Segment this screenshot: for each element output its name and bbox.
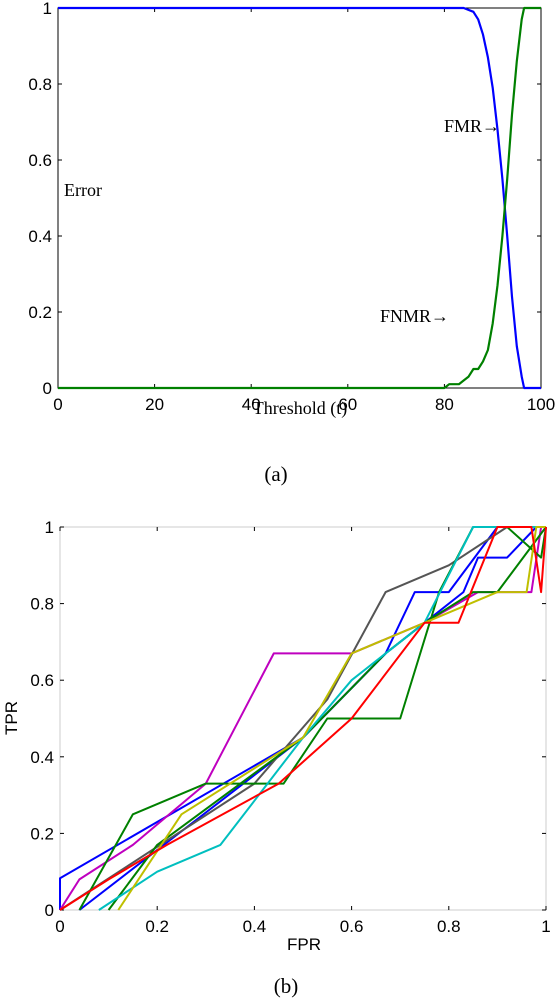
panel-b-series-line-7 xyxy=(98,526,546,911)
panel-a-annotation-fmr: FMR→ xyxy=(444,116,500,136)
panel-b-xlabel: FPR xyxy=(287,935,321,954)
panel-a-series xyxy=(58,6,541,390)
panel-a-caption: (a) xyxy=(264,462,287,486)
panel-a-series-line-fmr xyxy=(58,6,541,390)
panel-b-ytick-label: 0.4 xyxy=(30,748,54,767)
panel-b-ticks: 0 0.2 0.4 0.6 0.8 1 0 0.2 0.4 0.6 0.8 1 xyxy=(30,518,550,936)
panel-a-ytick-label: 0.6 xyxy=(28,151,52,170)
panel-b-series-line-1 xyxy=(59,526,546,910)
panel-a-xtick-label: 40 xyxy=(242,395,261,414)
panel-b-axes-frame xyxy=(59,526,547,911)
panel-b-series-line-9 xyxy=(59,526,547,911)
panel-a-ytick-label: 0 xyxy=(43,379,52,398)
panel-a-ticks: 0 20 40 60 80 100 0 0.2 0.4 0.6 0.8 1 xyxy=(28,0,555,414)
panel-b-xtick-label: 0.8 xyxy=(437,917,461,936)
panel-b-ytick-label: 0.6 xyxy=(30,671,54,690)
panel-b-caption: (b) xyxy=(274,974,299,998)
panel-a-axes-frame xyxy=(57,7,542,389)
panel-b-series-line-5 xyxy=(78,526,547,911)
panel-a-xlabel: Threshold (t) xyxy=(253,398,347,419)
panel-a-ytick-label: 0.8 xyxy=(28,75,52,94)
panel-b-xtick-label: 1 xyxy=(541,917,550,936)
panel-b-chart: 0 0.2 0.4 0.6 0.8 1 0 0.2 0.4 0.6 0.8 1 TPR FPR (b) xyxy=(2,518,551,998)
panel-a-xtick-label: 100 xyxy=(527,395,555,414)
panel-b-ylabel: TPR xyxy=(2,701,21,735)
panel-b-xtick-label: 0 xyxy=(55,917,64,936)
panel-b-xtick-label: 0.2 xyxy=(145,917,169,936)
panel-a-ylabel: Error xyxy=(64,180,102,200)
panel-b-ytick-label: 0.8 xyxy=(30,595,54,614)
panel-a-series-line-fnmr xyxy=(58,6,541,390)
panel-b-series xyxy=(59,526,547,911)
panel-b-ytick-label: 0.2 xyxy=(30,824,54,843)
panel-a-annotation-fnmr: FNMR→ xyxy=(380,306,449,326)
panel-a-ytick-label: 0.2 xyxy=(28,303,52,322)
panel-a-ytick-label: 0.4 xyxy=(28,227,52,246)
panel-a-chart: 0 20 40 60 80 100 0 0.2 0.4 0.6 0.8 1 Error FMR→ FN… xyxy=(28,0,555,486)
panel-a-ytick-label: 1 xyxy=(43,0,52,18)
panel-b-ytick-label: 1 xyxy=(45,518,54,537)
panel-a-xtick-label: 0 xyxy=(53,395,62,414)
panel-a-xtick-label: 20 xyxy=(145,395,164,414)
panel-a-xtick-label: 80 xyxy=(435,395,454,414)
panel-b-ytick-label: 0 xyxy=(45,901,54,920)
panel-b-xtick-label: 0.4 xyxy=(243,917,267,936)
panel-b-xtick-label: 0.6 xyxy=(340,917,364,936)
panel-a-xtick-label: 60 xyxy=(338,395,357,414)
